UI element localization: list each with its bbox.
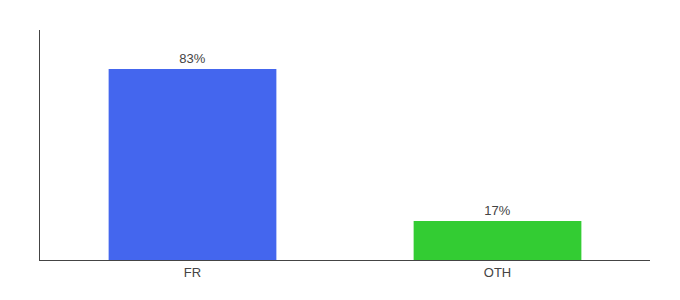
svg-text:FR: FR [184,265,201,280]
svg-text:83%: 83% [179,51,205,66]
svg-text:OTH: OTH [484,265,511,280]
svg-text:17%: 17% [484,203,510,218]
